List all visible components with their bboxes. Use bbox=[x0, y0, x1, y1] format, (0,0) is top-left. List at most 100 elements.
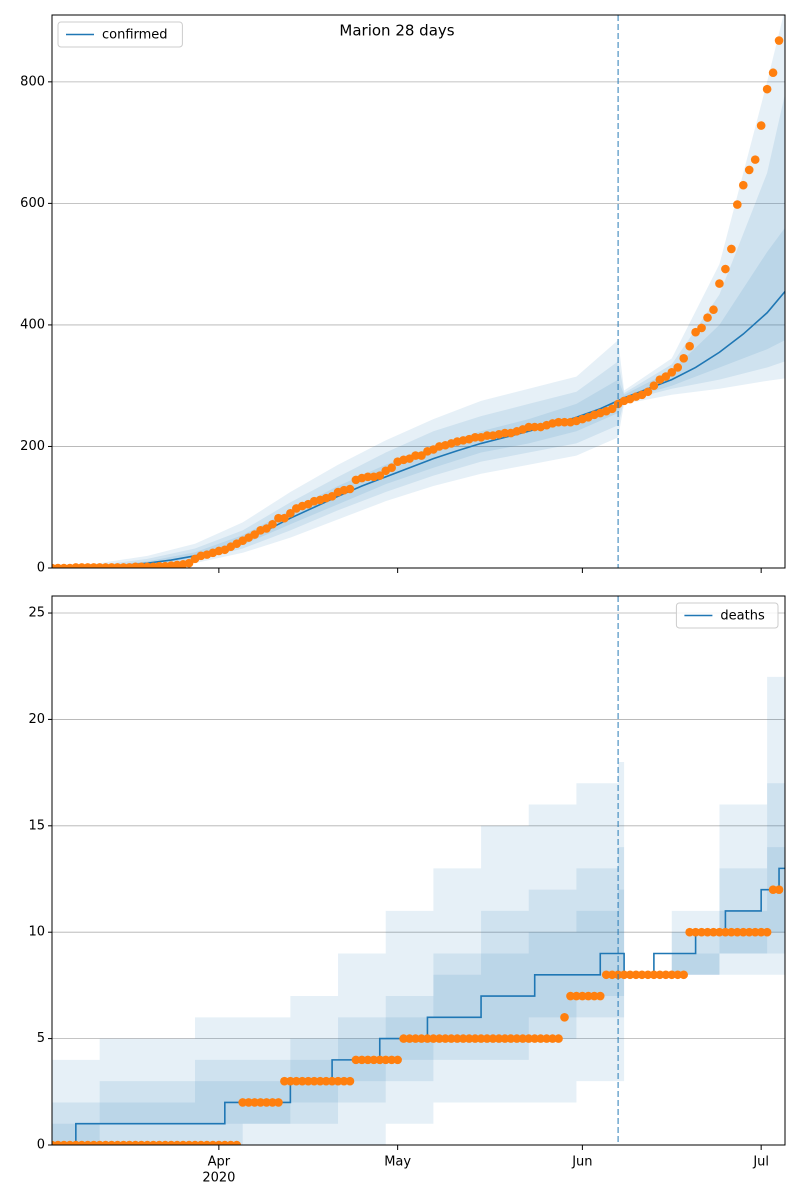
observed-point bbox=[607, 404, 617, 414]
y-tick-label: 20 bbox=[28, 712, 45, 727]
observed-point bbox=[625, 970, 635, 980]
observed-point bbox=[703, 313, 712, 322]
observed-point bbox=[250, 530, 259, 539]
observed-point bbox=[733, 200, 742, 209]
observed-point bbox=[595, 991, 605, 1001]
y-tick-label: 600 bbox=[20, 196, 45, 211]
observed-point bbox=[750, 927, 760, 937]
y-tick-label: 25 bbox=[28, 606, 45, 621]
observed-point bbox=[727, 244, 736, 254]
observed-point bbox=[715, 927, 724, 937]
observed-point bbox=[357, 1055, 367, 1065]
observed-point bbox=[768, 68, 778, 78]
observed-point bbox=[762, 84, 772, 94]
y-tick-label: 10 bbox=[28, 925, 45, 940]
observed-point bbox=[691, 927, 700, 937]
axes-frame bbox=[51, 14, 786, 569]
observed-point bbox=[607, 970, 617, 980]
observed-point bbox=[470, 1034, 480, 1043]
observed-point bbox=[297, 1076, 307, 1086]
observed-point bbox=[744, 165, 754, 175]
observed-point bbox=[631, 970, 641, 980]
observed-point bbox=[262, 1098, 271, 1107]
observed-point bbox=[327, 491, 337, 501]
observed-point bbox=[762, 927, 772, 937]
observed-point bbox=[417, 451, 426, 460]
observed-point bbox=[393, 1055, 402, 1065]
observed-point bbox=[655, 970, 665, 980]
observed-point bbox=[578, 991, 587, 1001]
observed-point bbox=[244, 1098, 253, 1107]
observed-point bbox=[351, 1055, 361, 1065]
observed-point bbox=[661, 372, 671, 381]
x-tick-label: Apr bbox=[208, 1155, 231, 1170]
observed-point bbox=[405, 1034, 414, 1043]
observed-point bbox=[274, 513, 283, 523]
observed-point bbox=[423, 1034, 432, 1043]
observed-point bbox=[667, 368, 677, 377]
observed-point bbox=[756, 121, 766, 130]
observed-point bbox=[375, 1055, 385, 1065]
chart-title: Marion 28 days bbox=[339, 22, 454, 40]
observed-point bbox=[464, 1034, 474, 1043]
y-tick-label: 200 bbox=[20, 439, 45, 454]
observed-point bbox=[286, 1076, 295, 1086]
observed-point bbox=[524, 1034, 534, 1043]
observed-point bbox=[738, 927, 748, 937]
observed-point bbox=[685, 927, 694, 937]
observed-point bbox=[709, 927, 718, 937]
observed-point bbox=[703, 927, 712, 937]
observed-point bbox=[363, 1055, 373, 1065]
observed-point bbox=[673, 363, 683, 372]
observed-point bbox=[482, 1034, 492, 1043]
observed-point bbox=[500, 1034, 510, 1043]
observed-point bbox=[500, 428, 510, 438]
legend-box bbox=[57, 21, 183, 48]
y-tick-label: 0 bbox=[37, 1138, 45, 1153]
observed-point bbox=[643, 970, 653, 980]
observed-point bbox=[369, 1055, 379, 1065]
observed-point bbox=[774, 885, 784, 894]
observed-point bbox=[774, 36, 784, 45]
observed-point bbox=[637, 970, 647, 980]
observed-point bbox=[738, 180, 748, 190]
observed-point bbox=[530, 1034, 540, 1043]
observed-point bbox=[691, 327, 700, 337]
observed-point bbox=[721, 927, 730, 937]
observed-point bbox=[649, 970, 659, 980]
observed-point bbox=[345, 1076, 355, 1086]
observed-point bbox=[417, 1034, 426, 1043]
observed-point bbox=[446, 1034, 456, 1043]
observed-point bbox=[542, 1034, 551, 1043]
observed-point bbox=[274, 1098, 283, 1107]
observed-point bbox=[494, 1034, 504, 1043]
observed-point bbox=[601, 970, 611, 980]
observed-point bbox=[530, 422, 540, 432]
y-tick-label: 800 bbox=[20, 74, 45, 89]
x-tick-label: Jun bbox=[571, 1155, 592, 1170]
observed-point bbox=[756, 927, 766, 937]
observed-point bbox=[649, 381, 659, 390]
observed-point bbox=[280, 1076, 289, 1086]
x-tick-label: Jul bbox=[752, 1155, 769, 1170]
observed-point bbox=[679, 354, 688, 363]
observed-point bbox=[727, 927, 736, 937]
legend-box bbox=[675, 602, 779, 629]
observed-point bbox=[768, 885, 778, 894]
observed-point bbox=[268, 519, 277, 529]
observed-point bbox=[303, 1076, 313, 1086]
observed-point bbox=[262, 524, 271, 533]
observed-point bbox=[685, 341, 694, 351]
observed-point bbox=[333, 1076, 343, 1086]
uncertainty-band bbox=[52, 804, 785, 1145]
observed-point bbox=[315, 1076, 325, 1086]
observed-point bbox=[590, 991, 599, 1001]
axes-frame bbox=[51, 595, 786, 1146]
x-sublabel: 2020 bbox=[202, 1171, 235, 1186]
observed-point bbox=[619, 970, 629, 980]
observed-point bbox=[560, 417, 569, 427]
observed-point bbox=[482, 431, 492, 440]
observed-point bbox=[268, 1098, 277, 1107]
observed-point bbox=[292, 1076, 301, 1086]
